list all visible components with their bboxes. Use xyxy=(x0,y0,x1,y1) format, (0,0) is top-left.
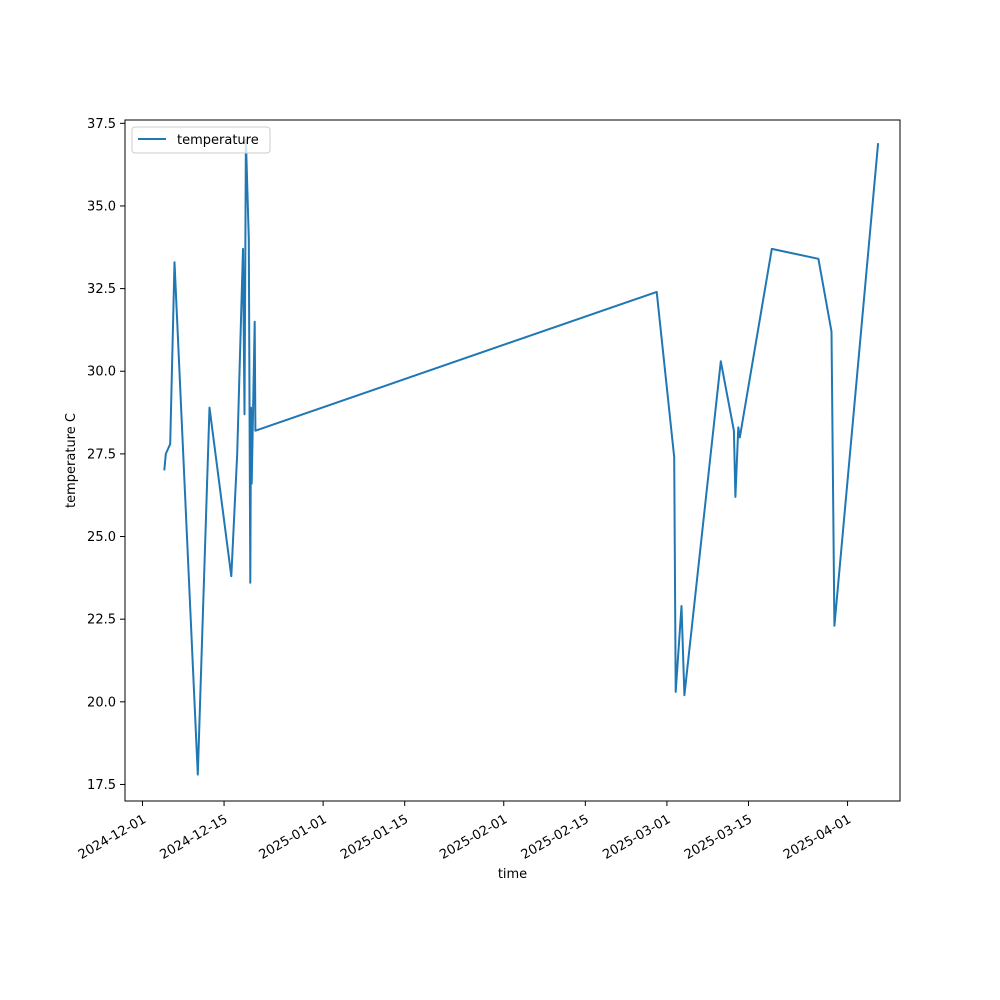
y-tick-label: 35.0 xyxy=(87,199,116,214)
axes-frame xyxy=(124,119,901,802)
y-axis: 17.5 20.0 22.5 25.0 27.5 30.0 32.5 35.0 37.5 xyxy=(87,117,125,793)
y-tick-label: 37.5 xyxy=(87,117,116,132)
y-tick-label: 30.0 xyxy=(87,365,116,380)
y-tick-label: 17.5 xyxy=(87,778,116,793)
series-line-temperature xyxy=(163,138,880,776)
y-tick-label: 27.5 xyxy=(87,447,116,462)
y-tick-label: 25.0 xyxy=(87,530,116,545)
x-axis-label: time xyxy=(498,867,527,882)
y-tick-label: 22.5 xyxy=(87,613,116,628)
series-layer xyxy=(163,138,880,776)
plot-area xyxy=(124,119,901,802)
y-axis-label: temperature C xyxy=(64,413,79,508)
legend: temperature xyxy=(131,126,271,154)
y-tick-label: 20.0 xyxy=(87,695,116,710)
legend-entry-temperature: temperature xyxy=(177,133,259,148)
y-tick-label: 32.5 xyxy=(87,282,116,297)
legend-box xyxy=(131,126,271,154)
